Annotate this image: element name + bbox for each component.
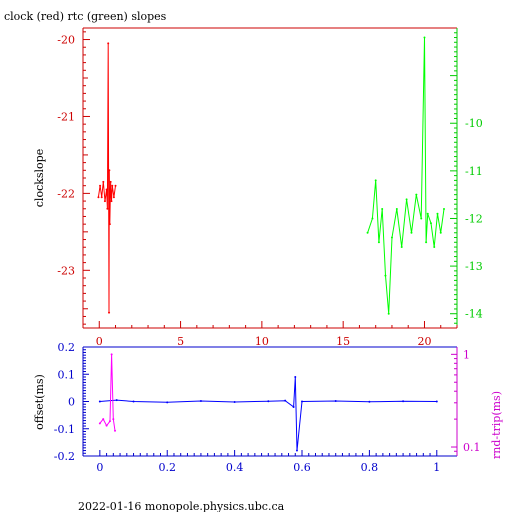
clock-series-point xyxy=(110,200,113,203)
clock-series-point xyxy=(106,207,109,210)
top-x-tick-label: 0 xyxy=(96,335,103,348)
offset-series-point xyxy=(267,400,270,403)
bottom-y2-tick-label: 0.1 xyxy=(463,441,481,454)
bottom-y-tick-label: 0.1 xyxy=(58,368,76,381)
top-x-tick-label: 15 xyxy=(336,335,350,348)
offset-series-point xyxy=(295,449,298,452)
rtc-series-point xyxy=(420,217,423,220)
offset-series-point xyxy=(199,399,202,402)
rtc-series-point xyxy=(423,36,426,39)
offset-series-point xyxy=(233,401,236,404)
bottom-x-tick-label: 0 xyxy=(96,461,103,474)
bottom-x-tick-label: 0.6 xyxy=(293,461,311,474)
offset-series-point xyxy=(301,400,304,403)
clock-series-point xyxy=(114,184,117,187)
clock-series-point xyxy=(99,184,102,187)
bottom-x-tick-label: 0.4 xyxy=(226,461,244,474)
top-y-tick-label: -21 xyxy=(57,110,75,123)
rtc-series-point xyxy=(410,231,413,234)
rndtrip-series-point xyxy=(114,429,117,432)
clock-series-point xyxy=(108,223,111,226)
rtc-series-point xyxy=(426,212,429,215)
top-y-tick-label: -22 xyxy=(57,187,75,200)
bottom-y-tick-label: 0.2 xyxy=(58,341,76,354)
offset-series-line xyxy=(99,376,437,451)
bottom-y2-axis-label: rnd-trip(ms) xyxy=(490,391,503,459)
clock-series-point xyxy=(103,200,106,203)
clock-series-point xyxy=(111,184,114,187)
bottom-y-axis-label: offset(ms) xyxy=(33,374,46,430)
top-y-tick-label: -23 xyxy=(57,264,75,277)
offset-series-point xyxy=(294,375,297,378)
rndtrip-series-point xyxy=(102,418,105,421)
rtc-series-point xyxy=(405,198,408,201)
rtc-series-point xyxy=(442,207,445,210)
rtc-series-point xyxy=(371,217,374,220)
rndtrip-series-point xyxy=(110,353,113,356)
footer-text: 2022-01-16 monopole.physics.ubc.ca xyxy=(78,500,285,512)
rtc-series-point xyxy=(395,207,398,210)
bottom-y-tick-label: -0.1 xyxy=(54,423,75,436)
clock-series-point xyxy=(108,169,111,172)
rndtrip-series-point xyxy=(112,418,115,421)
offset-series-point xyxy=(334,399,337,402)
clock-series-point xyxy=(108,311,111,314)
rtc-series-point xyxy=(374,179,377,182)
rtc-series-point xyxy=(400,246,403,249)
clock-series-point xyxy=(109,180,112,183)
offset-series-point xyxy=(98,400,101,403)
top-x-tick-label: 20 xyxy=(417,335,431,348)
clock-series-point xyxy=(102,180,105,183)
clock-series-point xyxy=(100,196,103,199)
top-y2-tick-label: -14 xyxy=(465,308,483,321)
bottom-x-tick-label: 0.2 xyxy=(158,461,176,474)
rtc-series-line xyxy=(367,37,445,314)
rtc-series-point xyxy=(436,212,439,215)
clock-series-point xyxy=(105,188,108,191)
offset-series-point xyxy=(435,400,438,403)
rtc-series-point xyxy=(366,231,369,234)
chart-title: clock (red) rtc (green) slopes xyxy=(4,10,167,23)
offset-series-point xyxy=(115,399,118,402)
top-x-tick-label: 10 xyxy=(255,335,269,348)
top-y-tick-label: -20 xyxy=(57,34,75,47)
rtc-series-point xyxy=(387,312,390,315)
top-x-tick-label: 5 xyxy=(177,335,184,348)
offset-series-point xyxy=(292,405,295,408)
bottom-panel: 0 0.2 0.4 0.6 0.8 1 0.2 0.1 0 -0.1 -0.2 1 0.1 xyxy=(54,341,481,474)
rtc-series-point xyxy=(433,246,436,249)
bottom-y-tick-label: 0 xyxy=(68,396,75,409)
offset-series-point xyxy=(402,400,405,403)
bottom-y2-tick-label: 1 xyxy=(463,348,470,361)
bottom-y-tick-label: -0.2 xyxy=(54,450,75,463)
clock-series-point xyxy=(112,196,115,199)
rtc-series-point xyxy=(377,241,380,244)
offset-series-point xyxy=(132,400,135,403)
top-y-axis-label: clockslope xyxy=(33,149,46,207)
top-panel: 0 5 10 15 20 -20 -21 -22 -23 -10 -11 -12 -13 -14 xyxy=(57,27,483,348)
rtc-series-point xyxy=(415,193,418,196)
offset-series-point xyxy=(166,401,169,404)
rtc-series-point xyxy=(429,222,432,225)
clock-series-line xyxy=(97,43,116,313)
top-y2-tick-label: -12 xyxy=(465,212,483,225)
rndtrip-series-point xyxy=(108,420,111,423)
rndtrip-series-point xyxy=(105,424,108,427)
rtc-series-point xyxy=(384,274,387,277)
bottom-x-tick-label: 0.8 xyxy=(361,461,379,474)
bottom-x-tick-label: 1 xyxy=(433,461,440,474)
rtc-series-point xyxy=(390,236,393,239)
rndtrip-series-point xyxy=(98,422,101,425)
top-y2-tick-label: -13 xyxy=(465,260,483,273)
rtc-series-point xyxy=(439,231,442,234)
rtc-series-point xyxy=(381,207,384,210)
top-y2-tick-label: -10 xyxy=(465,117,483,130)
offset-series-point xyxy=(368,400,371,403)
clock-series-point xyxy=(107,42,110,45)
clock-series-point xyxy=(97,196,100,199)
offset-series-point xyxy=(284,399,287,402)
rtc-series-point xyxy=(425,241,428,244)
top-y2-tick-label: -11 xyxy=(465,165,483,178)
